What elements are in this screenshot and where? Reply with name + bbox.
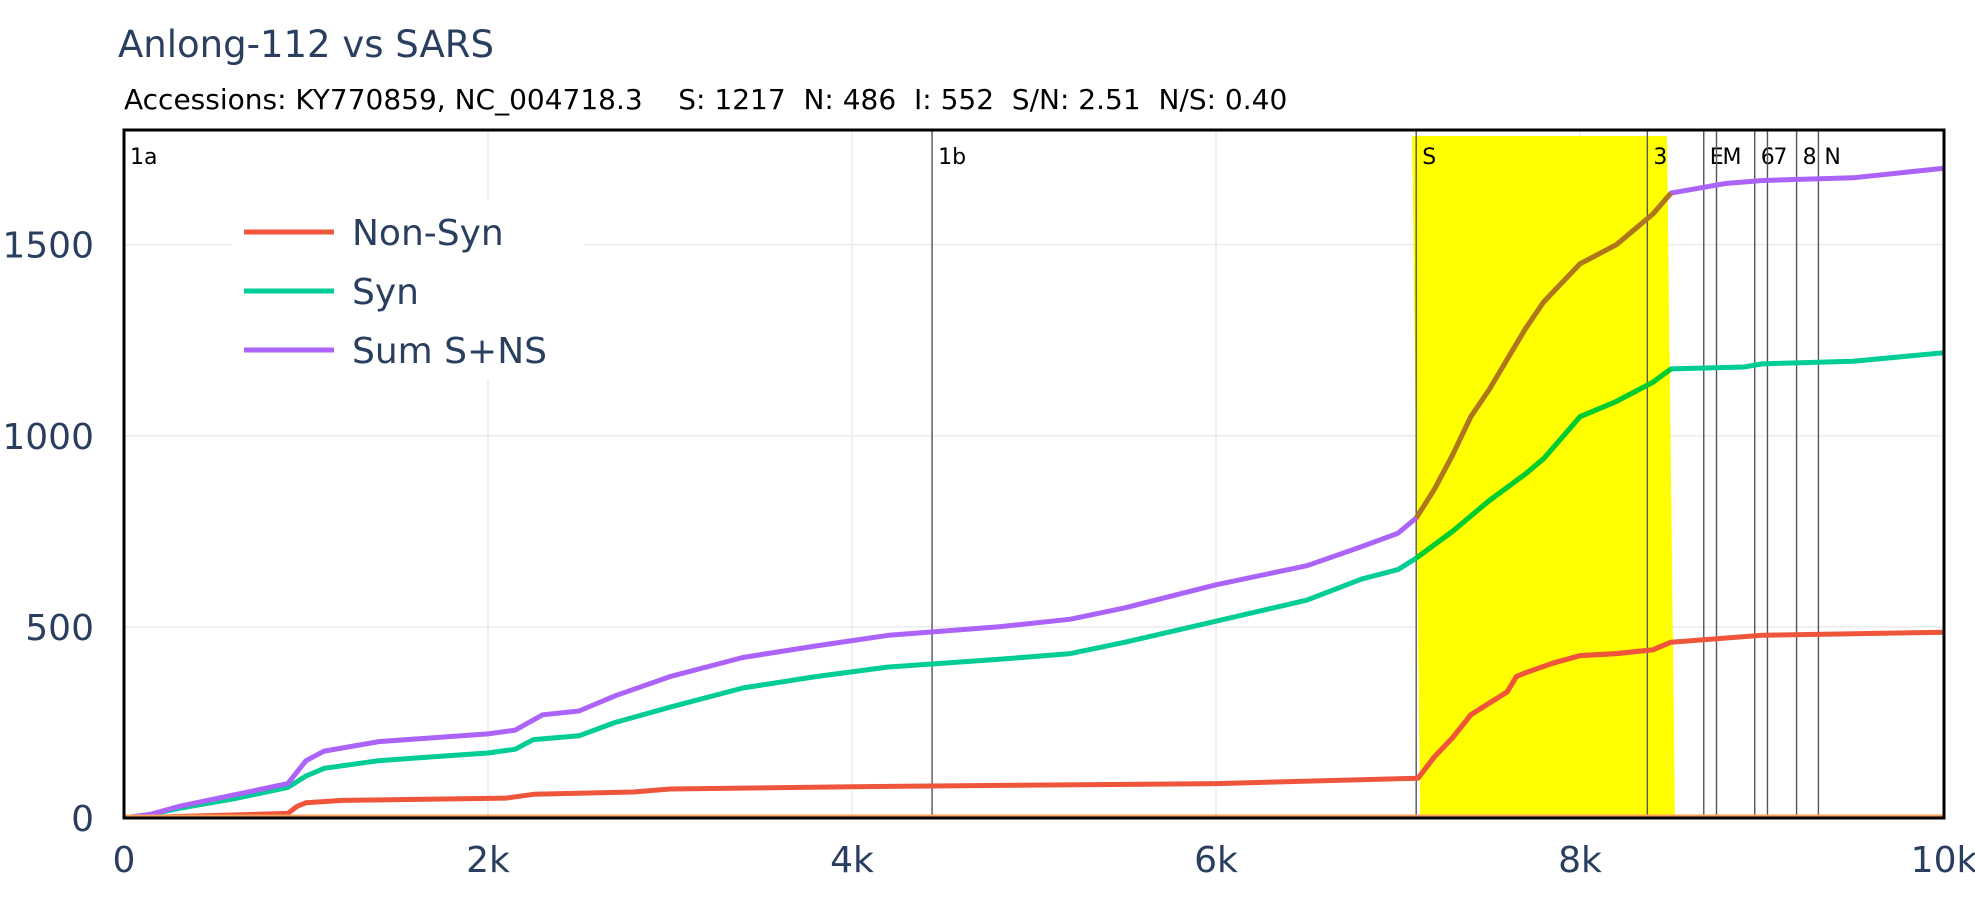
x-tick-label: 6k: [1194, 840, 1238, 881]
x-tick-label: 8k: [1558, 840, 1602, 881]
x-tick-label: 4k: [830, 840, 874, 881]
region-label: S: [1422, 145, 1436, 170]
series-line-highlighted-segment: [1414, 366, 1673, 561]
region-label: M: [1723, 145, 1742, 170]
region-label: N: [1824, 145, 1840, 170]
x-tick-label: 2k: [466, 840, 510, 881]
legend-label: Sum S+NS: [352, 331, 547, 372]
region-label: 8: [1803, 145, 1817, 170]
region-label: 3: [1653, 145, 1667, 170]
series-line-highlighted-segment: [1416, 639, 1672, 780]
series-line-highlighted-segment: [1414, 191, 1673, 520]
x-tick-label: 10k: [1911, 840, 1975, 881]
plot-frame: [122, 128, 1946, 820]
legend-label: Syn: [352, 272, 419, 313]
region-label: 7: [1773, 145, 1787, 170]
region-label: 1b: [938, 145, 966, 170]
plot-area: 1a1bS3EM678N: [122, 128, 1946, 820]
y-tick-label: 1000: [2, 417, 94, 458]
legend-label: Non-Syn: [352, 213, 504, 254]
chart-title: Anlong-112 vs SARS: [118, 23, 494, 66]
chart-subtitle: Accessions: KY770859, NC_004718.3 S: 121…: [124, 83, 1287, 116]
y-tick-label: 1500: [2, 226, 94, 267]
y-tick-label: 500: [25, 608, 94, 649]
highlight-region: [1412, 136, 1675, 818]
x-tick-label: 0: [113, 840, 136, 881]
y-tick-label: 0: [71, 799, 94, 840]
legend: Non-Syn Syn Sum S+NS: [232, 200, 584, 380]
region-label: 1a: [130, 145, 157, 170]
